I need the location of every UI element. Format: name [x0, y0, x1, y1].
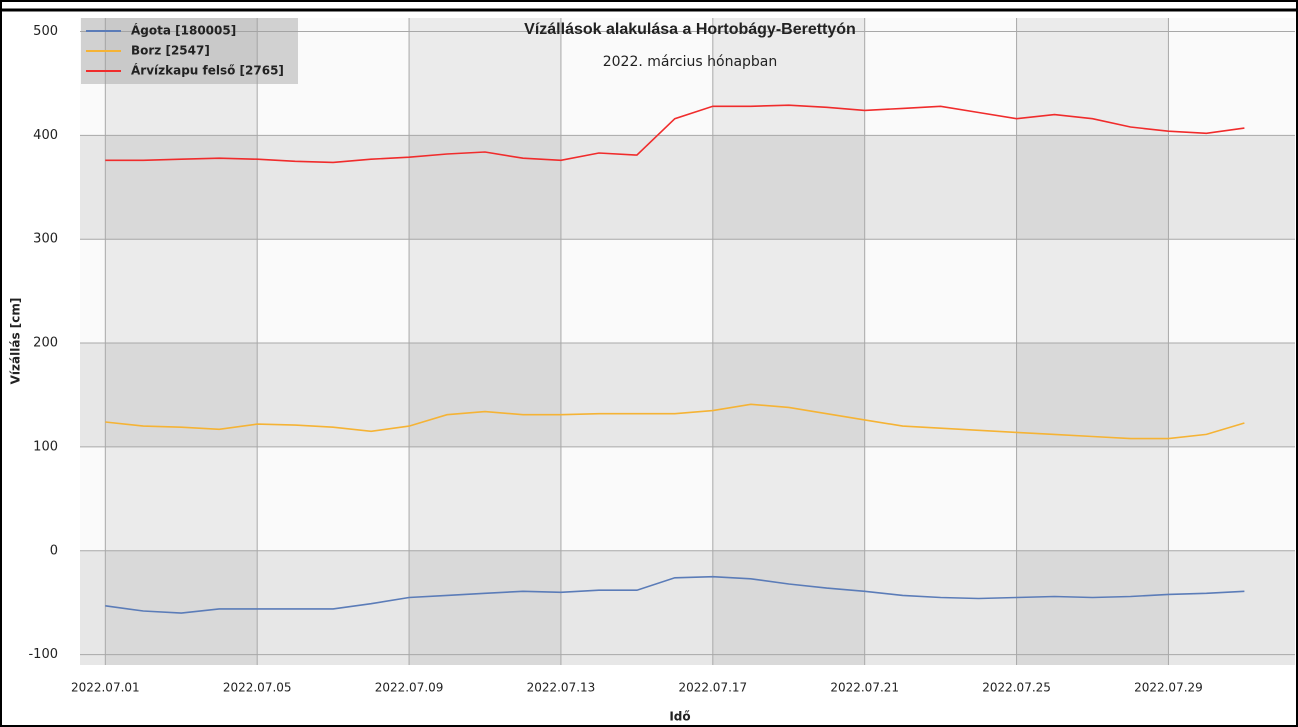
x-tick-label: 2022.07.17 — [678, 681, 747, 695]
x-tick-label: 2022.07.09 — [375, 681, 444, 695]
column-band — [1016, 18, 1169, 665]
legend-label: Árvízkapu felső [2765] — [131, 63, 284, 78]
x-tick-label: 2022.07.13 — [527, 681, 596, 695]
legend-label: Ágota [180005] — [131, 23, 236, 38]
column-band — [409, 18, 561, 665]
x-tick-label: 2022.07.25 — [982, 681, 1051, 695]
y-tick-label: 400 — [33, 128, 58, 143]
x-axis-label: Idő — [669, 710, 690, 724]
x-tick-label: 2022.07.29 — [1134, 681, 1203, 695]
row-band — [80, 654, 1295, 665]
column-band — [105, 18, 258, 665]
chart-subtitle: 2022. március hónapban — [603, 54, 778, 70]
y-axis-label: Vízállás [cm] — [9, 298, 23, 385]
legend-label: Borz [2547] — [131, 44, 210, 58]
column-band — [712, 18, 865, 665]
series — [105, 104, 1245, 614]
x-tick-label: 2022.07.05 — [223, 681, 292, 695]
y-tick-label: -100 — [28, 647, 58, 662]
y-tick-label: 200 — [33, 336, 58, 351]
y-tick-label: 0 — [50, 543, 58, 558]
plot-background — [80, 18, 1295, 665]
series-line — [105, 575, 1245, 614]
row-band — [80, 343, 1295, 447]
legend: Ágota [180005] Borz [2547] Árvízkapu felső… — [81, 18, 298, 84]
row-band — [80, 550, 1295, 655]
y-tick-label: 300 — [33, 232, 58, 247]
chart-title: Vízállások alakulása a Hortobágy-Beretty… — [524, 21, 856, 38]
grid — [80, 18, 1295, 665]
y-tick-label: 100 — [33, 439, 58, 454]
x-tick-label: 2022.07.01 — [71, 681, 140, 695]
series-line — [105, 104, 1245, 164]
y-tick-label: 500 — [33, 24, 58, 39]
plot-area — [80, 18, 1295, 665]
row-band — [80, 135, 1295, 240]
x-tick-label: 2022.07.21 — [830, 681, 899, 695]
labels: -100 0 100 200 300 400 500 2022.07.01 2022.07.05… — [28, 24, 1202, 694]
series-line — [105, 403, 1245, 440]
